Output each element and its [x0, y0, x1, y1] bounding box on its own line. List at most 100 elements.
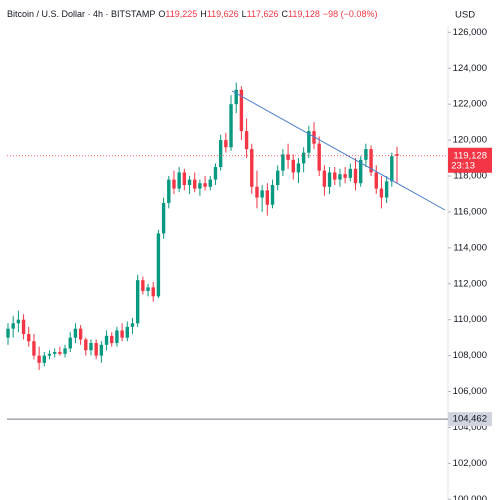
y-tick-label: 100,000 — [453, 494, 487, 500]
y-tick-label: 118,000 — [453, 171, 487, 182]
y-tick-label: 126,000 — [453, 27, 487, 38]
candle-body — [167, 179, 171, 203]
low-value: 117,626 — [247, 9, 279, 19]
candle-body — [343, 174, 347, 178]
y-tick-label: 122,000 — [453, 99, 487, 110]
candle-body — [208, 179, 212, 187]
candle-body — [104, 335, 109, 345]
candle-body — [322, 170, 327, 187]
candle-body — [234, 89, 238, 105]
price-label-bg — [448, 147, 492, 173]
candle-body — [250, 149, 254, 187]
plot-area — [6, 82, 399, 370]
candle-body — [239, 89, 244, 132]
y-tick-label: 102,000 — [453, 458, 487, 469]
candle-body — [115, 330, 119, 344]
candle-body — [172, 179, 176, 189]
candle-body — [229, 104, 233, 148]
candle-body — [307, 131, 311, 153]
candle-body — [84, 339, 88, 351]
candle-body — [353, 168, 358, 184]
candle-body — [6, 328, 10, 338]
candle-body — [78, 328, 83, 340]
candle-body — [244, 131, 249, 150]
candle-body — [374, 172, 378, 189]
candle-body — [58, 352, 62, 354]
candle-body — [177, 172, 181, 189]
high-label: H — [200, 9, 207, 19]
candle-body — [358, 159, 363, 184]
open-value: 119,225 — [165, 9, 197, 19]
candle-body — [110, 335, 114, 344]
candle-body — [395, 154, 399, 156]
candle-body — [42, 355, 47, 363]
candle-body — [120, 330, 124, 338]
price-label: 119,128 — [453, 150, 487, 161]
candle-body — [141, 280, 145, 291]
candle-body — [37, 355, 41, 363]
header: Bitcoin / U.S. Dollar · 4h · BITSTAMP O11… — [7, 9, 377, 19]
candle-body — [390, 156, 394, 182]
candle-body — [255, 186, 259, 198]
candle-body — [73, 328, 78, 338]
candle-body — [135, 280, 140, 324]
y-tick-label: 124,000 — [453, 63, 487, 74]
candle-body — [301, 152, 306, 164]
y-tick-label: 114,000 — [453, 242, 487, 253]
change: −98 (−0.08%) — [323, 9, 378, 19]
candle-body — [125, 326, 129, 338]
candle-body — [89, 343, 93, 351]
candle-body — [52, 352, 57, 354]
candle-body — [384, 181, 389, 198]
candle-body — [213, 167, 218, 180]
candle-body — [99, 344, 104, 356]
candle-body — [369, 149, 373, 173]
candle-body — [265, 190, 270, 205]
y-tick-label: 116,000 — [453, 206, 487, 217]
candle-body — [21, 319, 26, 335]
level-label: 104,462 — [453, 414, 487, 425]
candle-body — [32, 341, 36, 356]
candle-body — [364, 149, 368, 160]
symbol: Bitcoin / U.S. Dollar · 4h · BITSTAMP — [7, 9, 155, 19]
candle-body — [47, 353, 52, 356]
candle-body — [218, 140, 223, 168]
candle-body — [296, 163, 301, 173]
candle-body — [348, 168, 353, 178]
candle-body — [27, 334, 31, 342]
currency: USD — [455, 10, 475, 21]
y-tick-label: 110,000 — [453, 314, 487, 325]
candle-body — [224, 140, 228, 148]
candle-body — [161, 202, 166, 234]
candle-body — [333, 172, 337, 180]
high-value: 119,626 — [207, 9, 239, 19]
candle-body — [68, 337, 72, 349]
candle-body — [260, 190, 264, 198]
y-tick-label: 104,000 — [453, 422, 487, 433]
candle-body — [151, 287, 155, 297]
candle-body — [317, 143, 321, 171]
open-label: O — [158, 9, 165, 19]
close-label: C — [282, 9, 289, 19]
candle-body — [94, 343, 98, 356]
candle-body — [11, 323, 15, 329]
candle-body — [312, 131, 316, 144]
candle-body — [182, 172, 187, 185]
y-tick-label: 112,000 — [453, 278, 487, 289]
candle-body — [276, 170, 280, 185]
y-tick-label: 108,000 — [453, 350, 487, 361]
candle-body — [379, 188, 384, 198]
candle-body — [203, 183, 207, 187]
candle-body — [338, 174, 342, 180]
close-value: 119,128 — [288, 9, 320, 19]
candle-body — [63, 348, 67, 354]
trend-line — [231, 90, 446, 211]
y-tick-label: 106,000 — [453, 386, 487, 397]
candle-body — [156, 233, 161, 297]
header-bg — [0, 0, 448, 26]
candle-body — [146, 287, 150, 291]
candle-body — [286, 154, 290, 160]
candle-body — [187, 179, 192, 185]
